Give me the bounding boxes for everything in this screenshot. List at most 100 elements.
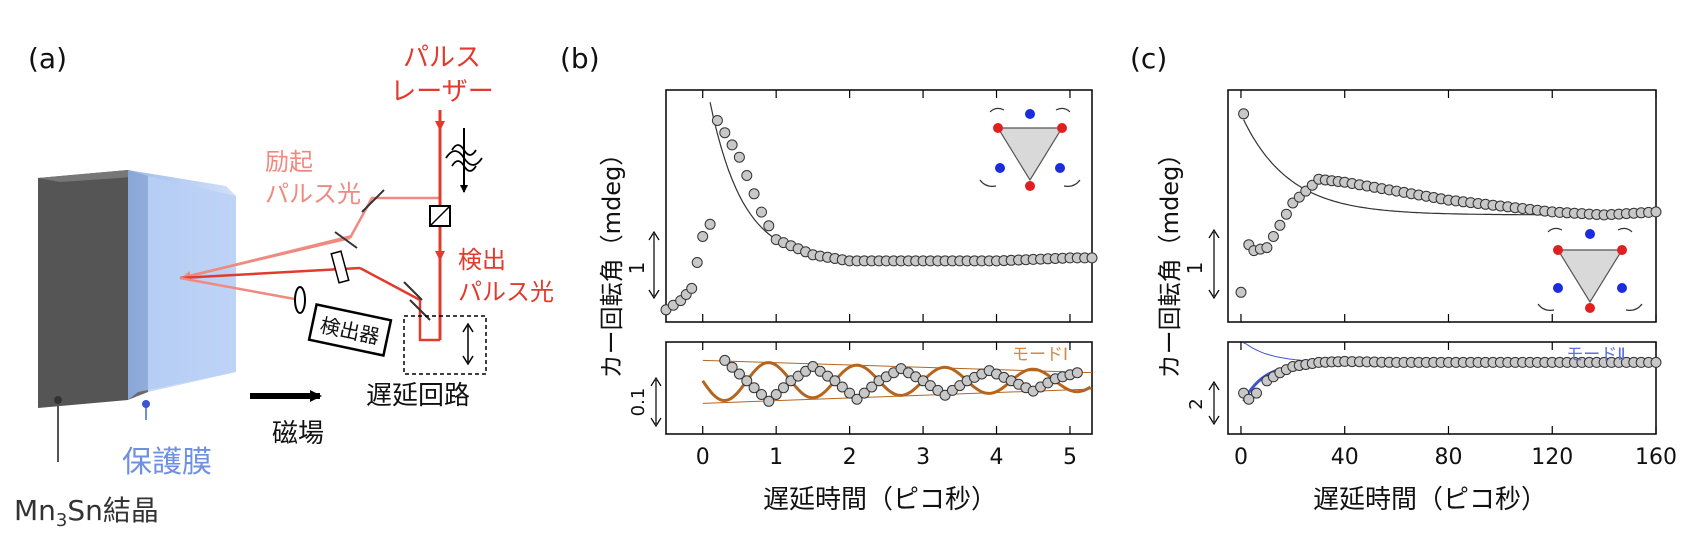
b-bottom-scale-label: 0.1: [628, 388, 649, 417]
crystal-callout-dot: [54, 396, 62, 404]
x-tick-label: 160: [1635, 445, 1677, 470]
crystal-front-face: [38, 170, 128, 408]
data-point: [741, 170, 753, 181]
data-point: [844, 387, 856, 399]
panel-b-top-plot: [660, 90, 1098, 322]
data-point: [711, 115, 723, 126]
panel-c-top-frame: [1227, 89, 1657, 323]
polarizer: [330, 250, 350, 284]
laser-label-line1: パルス: [403, 43, 481, 73]
crystal-label: Mn3Sn結晶: [14, 494, 159, 531]
probe-label-line2: パルス光: [458, 278, 554, 306]
data-point: [1238, 108, 1250, 120]
data-point: [1274, 219, 1286, 231]
c-top-scale-label: 1: [1183, 262, 1207, 275]
crystal-label-suffix: Sn結晶: [67, 494, 159, 527]
data-point: [851, 393, 863, 405]
panel-b-bottom-frame: [665, 341, 1093, 435]
c-mode-label: モードⅡ: [1566, 345, 1625, 365]
pump-label-line2: パルス光: [265, 180, 361, 208]
pump-beam-reflected: [179, 276, 301, 302]
x-tick-label: 80: [1434, 445, 1462, 470]
data-point: [1650, 356, 1662, 368]
panel-c-top-plot: [1235, 90, 1662, 322]
panel-a-label: (a): [28, 42, 67, 75]
b-xlabel: 遅延時間（ピコ秒）: [763, 485, 997, 515]
lens: [294, 286, 306, 314]
laser-label-line2: レーザー: [390, 77, 493, 107]
pump-label-line1: 励起: [265, 148, 313, 176]
data-point: [719, 127, 731, 139]
delay-line-box: [403, 315, 487, 375]
b-mode-label: モードⅠ: [1012, 345, 1068, 365]
data-point: [726, 139, 738, 151]
data-point: [858, 387, 870, 399]
data-point: [748, 382, 760, 394]
data-point: [1243, 393, 1255, 405]
crystal-label-prefix: Mn: [14, 494, 56, 527]
data-point: [704, 218, 716, 230]
data-point: [741, 375, 753, 387]
x-tick-label: 0: [1234, 445, 1248, 470]
panel-b-top-frame: [665, 89, 1093, 323]
data-point: [763, 395, 775, 407]
x-tick-label: 5: [1063, 445, 1077, 470]
panel-c-bottom-plot: 0 40 80 120 160: [1234, 342, 1677, 470]
protective-film-face: [148, 176, 236, 392]
data-point: [836, 381, 848, 393]
fit-curve: [709, 102, 1092, 262]
delay-line-label: 遅延回路: [366, 381, 470, 411]
data-point: [733, 368, 745, 380]
protective-film-block: [128, 170, 236, 400]
data-point: [719, 354, 731, 366]
data-point: [763, 220, 775, 232]
panel-c: (c) 0 40 80 120 160 1 2 カー回転角（mdeg） 遅延時間（ピコ秒…: [1130, 42, 1677, 515]
data-point: [1086, 252, 1098, 264]
x-tick-label: 120: [1531, 445, 1573, 470]
crystal-top-face: [38, 170, 148, 182]
x-tick-label: 40: [1331, 445, 1359, 470]
probe-beam-path: [359, 266, 440, 342]
x-tick-label: 2: [843, 445, 857, 470]
spin-structure-icon-b: [979, 107, 1081, 191]
data-point: [726, 361, 738, 373]
probe-beam-reflected: [179, 266, 361, 280]
data-point: [1251, 387, 1262, 399]
c-bottom-scale-label: 2: [1186, 398, 1207, 409]
data-point: [1267, 231, 1279, 242]
data-point: [1235, 286, 1247, 298]
data-point: [686, 282, 698, 294]
panel-c-label: (c): [1130, 42, 1167, 75]
panel-b: (b) 0 1 2 3 4 5 1 0.1 カー回転角（mdeg） 遅延時間（ピコ秒） モ…: [560, 42, 1098, 515]
pump-beam-path: [348, 196, 440, 239]
data-point: [756, 206, 767, 218]
beam-splitter-diagonal: [429, 205, 451, 227]
protective-film-label: 保護膜: [122, 445, 212, 480]
data-point: [748, 188, 760, 200]
c-xlabel: 遅延時間（ピコ秒）: [1313, 485, 1547, 515]
data-point: [697, 231, 709, 242]
x-tick-label: 1: [769, 445, 783, 470]
data-point: [733, 151, 745, 163]
b-ylabel: カー回転角（mdeg）: [598, 142, 626, 379]
b-top-scale-label: 1: [625, 262, 649, 275]
pump-turn-mirror: [334, 231, 358, 249]
c-ylabel: カー回転角（mdeg）: [1156, 142, 1184, 379]
probe-mirror: [403, 281, 423, 301]
panel-a: (a): [14, 42, 554, 531]
data-point: [1071, 367, 1083, 379]
data-point: [1280, 208, 1292, 220]
x-tick-label: 0: [696, 445, 710, 470]
pulse-waveform-icon: [445, 128, 483, 193]
data-point: [756, 389, 767, 400]
crystal-label-subscript: 3: [56, 510, 67, 531]
data-point: [691, 257, 703, 268]
data-point: [778, 382, 789, 394]
data-point: [1261, 242, 1273, 254]
x-tick-label: 3: [916, 445, 930, 470]
film-callout-dot: [142, 400, 150, 408]
panel-b-bottom-plot: 0 1 2 3 4 5: [696, 342, 1093, 470]
probe-label-line1: 検出: [458, 246, 506, 274]
magnetic-field-label: 磁場: [272, 419, 324, 449]
